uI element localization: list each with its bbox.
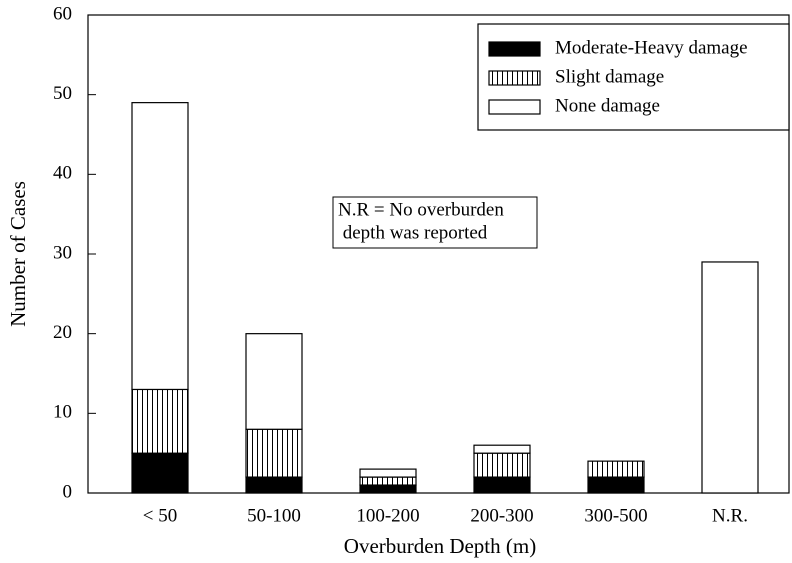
x-axis-label: Overburden Depth (m)	[344, 534, 536, 558]
legend-label: Moderate-Heavy damage	[555, 37, 748, 58]
y-tick-label: 60	[53, 3, 72, 24]
bar-segment	[587, 476, 645, 494]
bar-segment	[473, 452, 531, 478]
y-tick-label: 50	[53, 83, 72, 104]
bar-segment	[359, 476, 417, 486]
x-tick-label: 200-300	[470, 505, 533, 526]
legend-swatch	[488, 41, 541, 57]
bar-segment	[245, 428, 303, 478]
bar-segment	[587, 460, 645, 478]
legend-swatch	[488, 99, 541, 115]
bar-segment	[473, 476, 531, 494]
x-tick-label: 300-500	[584, 505, 647, 526]
legend-label: Slight damage	[555, 66, 664, 87]
x-tick-label: 100-200	[356, 505, 419, 526]
annotation-text: depth was reported	[338, 222, 488, 243]
x-tick-label: N.R.	[712, 505, 748, 526]
x-tick-label: 50-100	[247, 505, 301, 526]
bar-segment	[359, 484, 417, 494]
bar-segment	[359, 468, 417, 478]
legend-label: None damage	[555, 95, 660, 116]
legend-swatch	[488, 70, 541, 86]
bar-segment	[131, 452, 189, 494]
y-tick-label: 10	[53, 402, 72, 423]
bar-segment	[473, 444, 531, 454]
bar-segment	[131, 102, 189, 391]
y-tick-label: 20	[53, 322, 72, 343]
x-tick-label: < 50	[143, 505, 177, 526]
bar-segment	[245, 476, 303, 494]
bar-segment	[701, 261, 759, 494]
y-tick-label: 0	[63, 481, 73, 502]
y-axis-label: Number of Cases	[6, 181, 30, 327]
bar-segment	[131, 388, 189, 454]
y-tick-label: 40	[53, 163, 72, 184]
annotation-text: N.R = No overburden	[338, 199, 504, 220]
annotation-box	[332, 196, 538, 249]
bar-segment	[245, 333, 303, 430]
y-tick-label: 30	[53, 242, 72, 263]
